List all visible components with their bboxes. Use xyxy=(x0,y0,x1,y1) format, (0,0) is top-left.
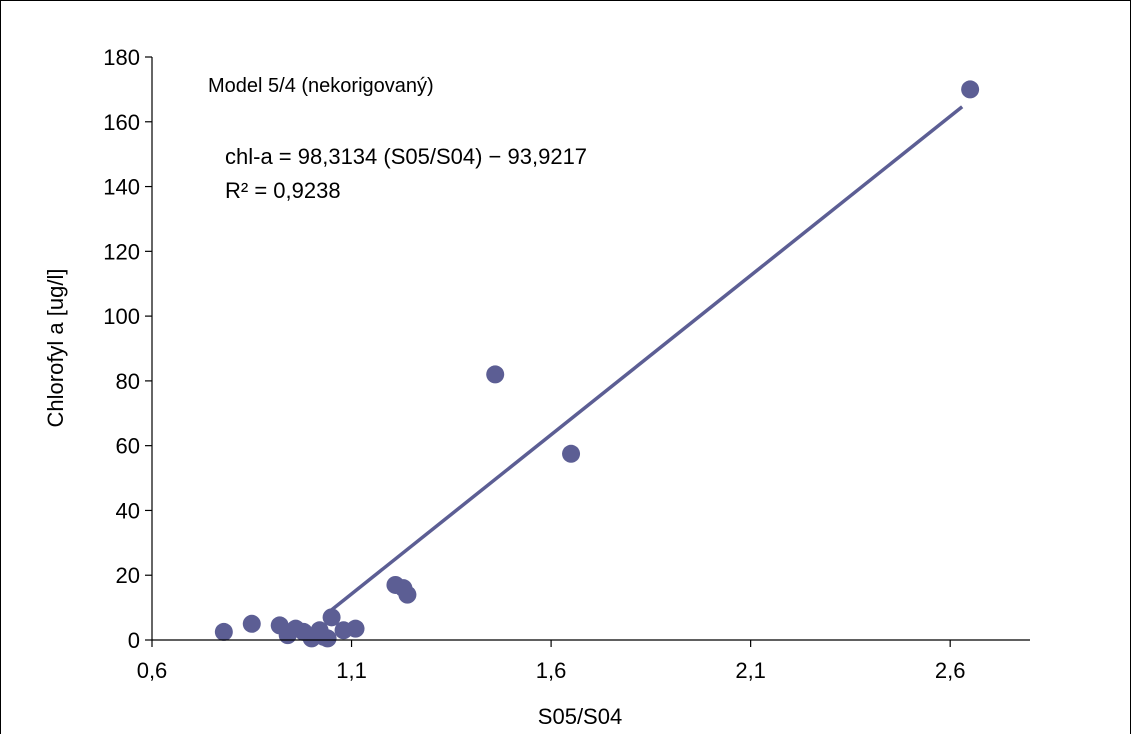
x-tick-label: 2,6 xyxy=(935,658,966,683)
data-point xyxy=(242,614,261,633)
data-point xyxy=(398,585,417,604)
data-point xyxy=(486,365,505,384)
x-tick-label: 1,6 xyxy=(536,658,567,683)
data-point xyxy=(961,80,980,99)
y-axis-label: Chlorofyl a [ug/l] xyxy=(43,269,68,428)
y-tick-label: 40 xyxy=(116,498,140,523)
x-tick-label: 1,1 xyxy=(336,658,367,683)
trendline xyxy=(330,105,964,612)
x-axis-label: S05/S04 xyxy=(538,704,622,729)
x-tick-label: 0,6 xyxy=(137,658,168,683)
chart-title: Model 5/4 (nekorigovaný) xyxy=(208,75,434,97)
y-tick-label: 60 xyxy=(116,434,140,459)
y-tick-label: 160 xyxy=(103,110,140,135)
y-tick-label: 80 xyxy=(116,369,140,394)
data-point xyxy=(562,444,581,463)
trendline-equation: chl-a = 98,3134 (S05/S04) − 93,9217 xyxy=(225,144,587,169)
data-points xyxy=(214,80,980,648)
trendline-group xyxy=(330,105,964,612)
data-point xyxy=(322,608,341,627)
y-tick-label: 120 xyxy=(103,239,140,264)
scatter-plot: 0 20 40 60 80 100 120 140 160 180 0,6 1,1 1,6 2,1 2,6 xyxy=(103,45,1030,683)
data-point xyxy=(318,629,337,648)
y-tick-label: 180 xyxy=(103,45,140,70)
y-tick-label: 20 xyxy=(116,563,140,588)
y-tick-label: 100 xyxy=(103,304,140,329)
data-point xyxy=(214,622,233,641)
data-point xyxy=(346,619,365,638)
y-tick-label: 140 xyxy=(103,175,140,200)
axes-group: 0 20 40 60 80 100 120 140 160 180 0,6 1,1 1,6 2,1 2,6 xyxy=(103,45,1030,683)
r-squared-label: R² = 0,9238 xyxy=(225,178,341,203)
x-tick-label: 2,1 xyxy=(735,658,766,683)
y-tick-label: 0 xyxy=(128,628,140,653)
